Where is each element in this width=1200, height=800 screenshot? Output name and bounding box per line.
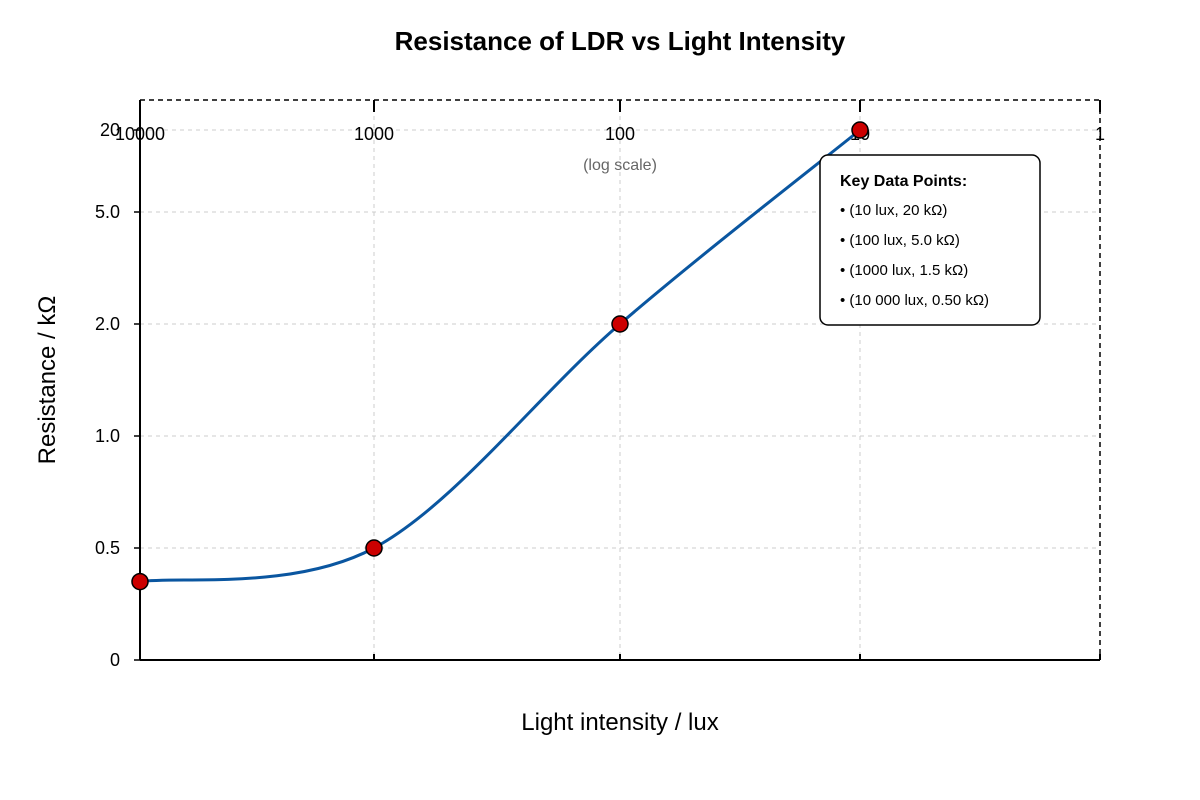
series-layer (138, 128, 862, 584)
data-points (131, 121, 869, 591)
x-tick-label: 100 (605, 124, 635, 144)
data-point-marker (851, 121, 869, 139)
data-point-marker (365, 539, 383, 557)
tick-marks (134, 100, 1101, 661)
y-tick-label: 2.0 (95, 314, 120, 334)
key-data-item: • (100 lux, 5.0 kΩ) (840, 232, 960, 249)
chart-title: Resistance of LDR vs Light Intensity (395, 26, 846, 56)
key-data-title: Key Data Points: (840, 173, 967, 190)
tick-labels: 10000100010010100.51.02.05.020 (95, 120, 1105, 670)
x-axis-label: Light intensity / lux (521, 709, 718, 736)
x-tick-label: 1000 (354, 124, 394, 144)
data-point-marker (131, 572, 149, 591)
x-tick-label: 10000 (115, 124, 165, 144)
key-data-box-frame (819, 154, 1041, 326)
resistance-curve (138, 128, 862, 584)
data-point-marker (611, 315, 629, 333)
x-tick-label: 1 (1095, 124, 1105, 144)
y-tick-label: 5.0 (95, 202, 120, 222)
key-data-item: • (1000 lux, 1.5 kΩ) (840, 262, 968, 279)
y-axis-label: Resistance / kΩ (34, 296, 61, 465)
y-tick-label: 0.5 (95, 538, 120, 558)
y-tick-label: 20 (100, 120, 120, 140)
key-data-item: • (10 000 lux, 0.50 kΩ) (840, 292, 989, 309)
y-tick-label: 0 (110, 650, 120, 670)
x-scale-note: (log scale) (583, 157, 657, 174)
key-data-box: Key Data Points: • (10 lux, 20 kΩ) • (10… (819, 154, 1041, 326)
y-tick-label: 1.0 (95, 426, 120, 446)
key-data-item: • (10 lux, 20 kΩ) (840, 202, 947, 219)
